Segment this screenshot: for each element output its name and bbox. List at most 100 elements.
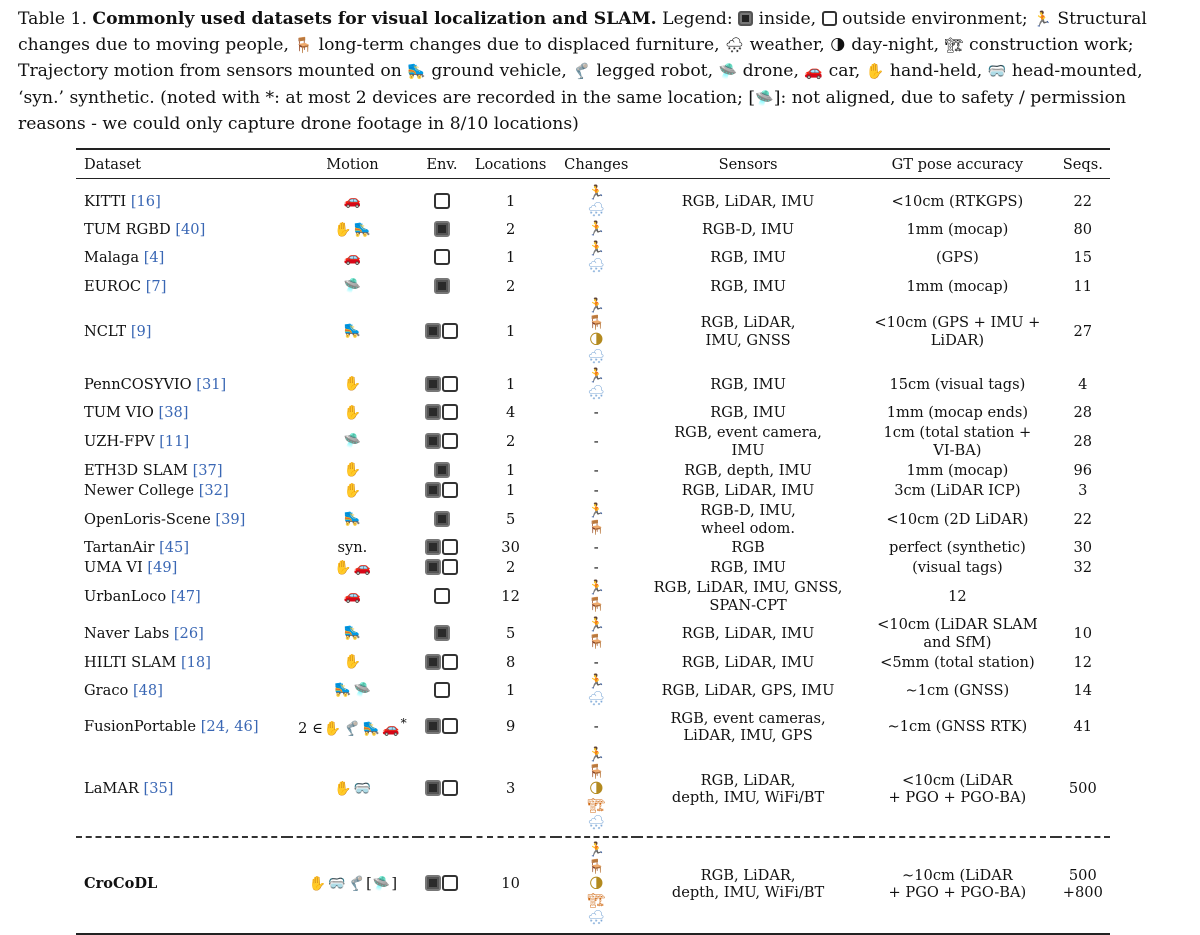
cell-seqs: 4 (1056, 367, 1110, 403)
citation-link[interactable]: [11] (159, 432, 190, 450)
table-row: Graco [48] 🛼 🛸 1 🏃 🌨 RGB, LiDAR, GPS, IMU ∼1cm … (76, 673, 1110, 709)
running-person-icon: 🏃 (587, 297, 605, 314)
motion-synthetic: syn. (337, 539, 368, 556)
table-caption: Table 1. Commonly used datasets for visu… (18, 6, 1183, 137)
citation-link[interactable]: [9] (130, 322, 152, 340)
dataset-name: FusionPortable (84, 718, 197, 736)
cell-sensors: RGB, LiDAR, IMU (637, 652, 859, 673)
cell-sensors: RGB, IMU (637, 403, 859, 424)
citation-link[interactable]: [4] (143, 249, 165, 267)
seqs-value: 22 (1073, 510, 1093, 528)
sensors-value: RGB, depth, IMU (684, 461, 812, 479)
outside-env-icon (442, 875, 459, 892)
cell-motion: 🛸 (287, 276, 419, 297)
inside-env-icon (425, 539, 442, 555)
cell-seqs: 500 +800 (1055, 835, 1110, 935)
cell-locations: 5 (466, 615, 556, 652)
inside-env-icon (425, 432, 442, 449)
cell-env (418, 709, 465, 746)
cell-dataset: Newer College [32] (76, 481, 287, 502)
cell-locations: 8 (466, 652, 556, 673)
locations-value: 3 (505, 780, 516, 798)
mechanical-leg-icon: 🦿 (572, 62, 591, 81)
cell-motion: ✋ (287, 367, 419, 403)
locations-value: 1 (505, 681, 516, 699)
table-row: OpenLoris-Scene [39] 🛼 5 🏃 🪑 RGB-D, IMU, wheel… (76, 501, 1110, 538)
outside-env-icon (433, 681, 450, 698)
caption-handheld: hand-held, (889, 61, 983, 82)
locations-value: 2 (505, 277, 516, 295)
outside-env-icon (442, 375, 459, 392)
cell-seqs: 3 (1056, 481, 1110, 502)
flying-saucer-icon: 🛸 (343, 278, 362, 294)
cell-dataset: UZH-FPV [11] (76, 423, 287, 460)
chair-icon: 🪑 (587, 314, 605, 331)
inside-env-icon (433, 461, 450, 478)
cell-locations: 1 (466, 367, 556, 403)
locations-value: 12 (501, 587, 520, 605)
citation-link[interactable]: [35] (143, 780, 174, 798)
cell-env (418, 481, 465, 502)
mechanical-leg-icon: 🦿 (347, 875, 366, 892)
citation-link[interactable]: [16] (130, 192, 161, 210)
sensors-value: RGB, IMU (710, 404, 786, 421)
citation-link[interactable]: [24, 46] (200, 718, 259, 736)
cell-dataset: UrbanLoco [47] (76, 578, 287, 615)
citation-link[interactable]: [31] (196, 375, 227, 393)
caption-legend-word: Legend: (662, 9, 733, 29)
table-row: UMA VI [49] ✋ 🚗 2- RGB, IMU (visual tags) 32 (76, 558, 1110, 579)
seqs-value: 96 (1073, 461, 1093, 479)
citation-link[interactable]: [32] (198, 482, 229, 499)
citation-link[interactable]: [37] (192, 461, 223, 479)
locations-value: 1 (505, 322, 516, 340)
cell-sensors: RGB, LiDAR, IMU (637, 615, 859, 652)
inside-env-icon (433, 510, 450, 527)
cell-locations: 10 (465, 835, 556, 935)
table-row: HILTI SLAM [18] ✋ 8 - RGB, LiDAR, IMU <5mm (t… (76, 652, 1110, 673)
cell-locations: 30 (466, 538, 556, 558)
mechanical-leg-icon: 🦿 (343, 721, 361, 738)
cell-sensors: RGB, LiDAR, IMU (637, 178, 859, 220)
gt-accuracy-value-line: ∼10cm (LiDAR (902, 866, 1013, 884)
gt-accuracy-value-line: LiDAR) (930, 331, 985, 349)
cell-dataset: Graco [48] (76, 673, 287, 709)
car-icon: 🚗 (804, 62, 824, 81)
cell-gt-accuracy: 1mm (mocap) (859, 460, 1055, 481)
dataset-name: TartanAir (84, 539, 155, 556)
cell-env (418, 652, 465, 673)
roller-skate-icon: 🛼 (343, 323, 362, 340)
citation-link[interactable]: [48] (132, 681, 163, 699)
cell-env (418, 240, 465, 276)
gt-accuracy-value-line: 1cm (total station + (883, 424, 1032, 441)
cell-changes: 🏃 🪑 🌗 🌨 (556, 297, 637, 367)
cell-changes: 🏃 🪑 (556, 578, 637, 615)
cell-gt-accuracy: <5mm (total station) (859, 652, 1055, 673)
inside-env-icon (425, 780, 442, 797)
citation-link[interactable]: [18] (180, 653, 211, 671)
citation-link[interactable]: [39] (215, 510, 246, 528)
caption-tail: ]: not aligned, due to safety / permissi… (18, 87, 1127, 134)
cell-seqs: 15 (1056, 240, 1110, 276)
roller-skate-icon: 🛼 (343, 625, 362, 642)
citation-link[interactable]: [47] (170, 587, 201, 605)
citation-link[interactable]: [49] (147, 559, 178, 576)
cell-changes: - (556, 460, 637, 481)
cell-changes: 🏃 (556, 220, 637, 241)
no-changes-dash: - (593, 539, 599, 556)
citation-link[interactable]: [38] (158, 404, 189, 421)
cell-sensors: RGB, event cameras, LiDAR, IMU, GPS (637, 709, 859, 746)
snow-cloud-icon: 🌨 (587, 909, 606, 926)
cell-changes: 🏃 🪑 (556, 501, 637, 538)
citation-link[interactable]: [26] (173, 624, 204, 642)
no-changes-dash: - (593, 404, 599, 421)
gt-accuracy-value: (visual tags) (912, 559, 1003, 576)
citation-link[interactable]: [40] (175, 221, 206, 238)
citation-link[interactable]: [7] (145, 277, 167, 295)
sensors-value: RGB, LiDAR, IMU (681, 482, 815, 499)
citation-link[interactable]: [45] (159, 539, 190, 556)
seqs-value: 3 (1078, 482, 1088, 499)
header-sensors: Sensors (636, 148, 860, 179)
cell-changes: 🏃 🌨 (556, 367, 637, 403)
cell-locations: 2 (466, 220, 556, 241)
inside-env-icon (738, 11, 754, 26)
